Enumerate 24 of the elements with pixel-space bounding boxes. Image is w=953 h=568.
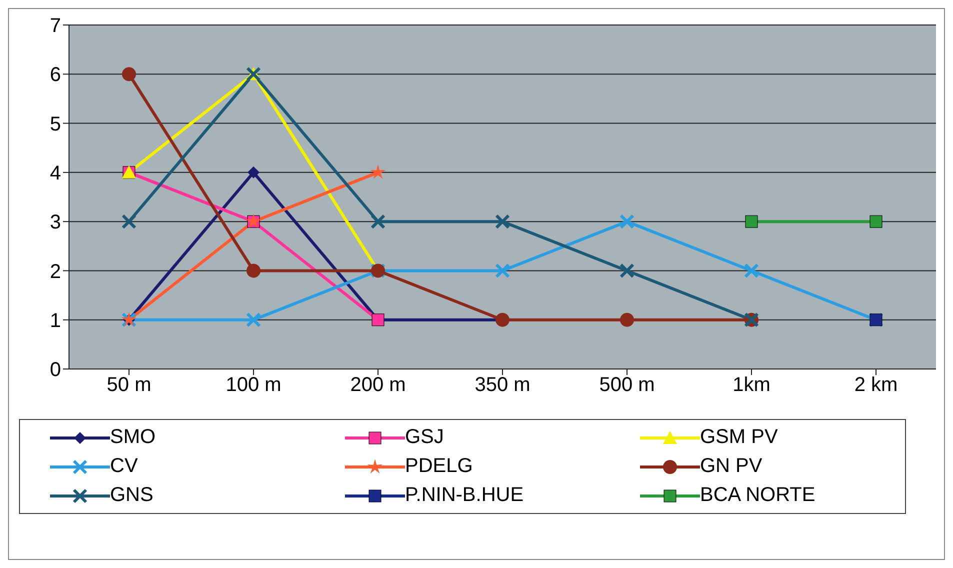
- legend-label: PDELG: [405, 455, 473, 478]
- y-tick-label: 7: [50, 15, 61, 38]
- y-tick-label: 4: [50, 162, 61, 185]
- legend-label: P.NIN-B.HUE: [405, 484, 524, 507]
- legend-label: GSJ: [405, 426, 444, 449]
- y-tick-label: 3: [50, 212, 61, 234]
- x-tick-label: 350 m: [474, 374, 530, 396]
- legend-label: CV: [110, 455, 138, 478]
- y-tick-label: 6: [50, 64, 61, 86]
- y-tick-label: 2: [50, 260, 61, 283]
- legend-label: BCA NORTE: [700, 484, 816, 507]
- y-tick-label: 0: [50, 359, 61, 382]
- y-tick-label: 1: [50, 310, 61, 332]
- x-tick-label: 2 km: [854, 374, 898, 396]
- y-tick-label: 5: [50, 113, 61, 136]
- x-tick-label: 1km: [732, 374, 770, 396]
- x-tick-label: 100 m: [226, 374, 282, 396]
- x-tick-label: 500 m: [599, 374, 655, 396]
- x-tick-label: 50 m: [106, 374, 152, 396]
- legend-label: GSM PV: [700, 426, 778, 449]
- legend-label: SMO: [110, 426, 156, 449]
- legend-label: GN PV: [700, 455, 762, 478]
- legend-label: GNS: [110, 484, 154, 507]
- x-tick-label: 200 m: [350, 374, 406, 396]
